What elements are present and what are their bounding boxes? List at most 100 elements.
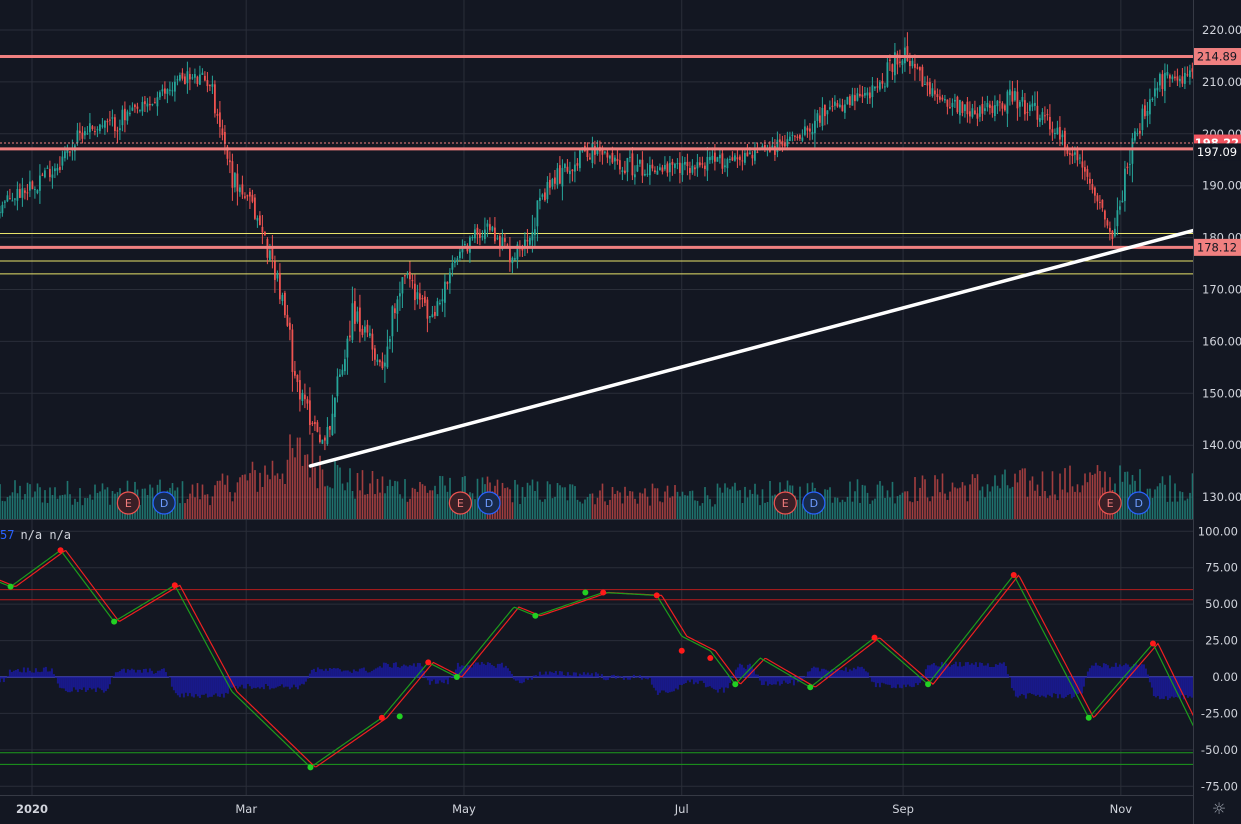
oscillator-histogram-bar xyxy=(488,662,491,677)
candle xyxy=(726,157,729,177)
candle-body xyxy=(949,107,951,109)
candle xyxy=(661,164,664,175)
oscillator-histogram-bar xyxy=(482,663,485,677)
candle xyxy=(1186,66,1189,77)
candle xyxy=(171,82,174,97)
volume-bar xyxy=(221,473,224,519)
oscillator-histogram-bar xyxy=(172,677,175,691)
candle-body xyxy=(114,117,116,132)
oscillator-histogram-bar xyxy=(710,677,713,688)
dividend-marker[interactable]: D xyxy=(802,491,826,515)
volume-bar xyxy=(109,504,111,519)
candle-body xyxy=(189,73,191,80)
oscillator-tick-label: 75.00 xyxy=(1205,561,1238,575)
candle-body xyxy=(116,130,119,132)
candle xyxy=(59,156,61,173)
candle xyxy=(716,156,719,162)
volume-bar xyxy=(684,495,686,519)
volume-bar xyxy=(416,491,419,519)
candle xyxy=(784,134,786,149)
candle xyxy=(686,153,689,176)
dividend-marker[interactable]: D xyxy=(477,491,501,515)
dividend-marker[interactable]: D xyxy=(152,491,176,515)
volume-bar xyxy=(471,493,474,519)
candle xyxy=(524,232,526,257)
candle xyxy=(139,109,141,113)
volume-bar xyxy=(986,484,989,519)
candle-body xyxy=(506,244,509,246)
oscillator-histogram-bar xyxy=(1050,677,1053,698)
dividend-marker[interactable]: D xyxy=(1127,491,1151,515)
oscillator-histogram-bar xyxy=(760,677,763,686)
volume-bar xyxy=(289,434,291,519)
oscillator-histogram-bar xyxy=(22,667,25,677)
volume-bar xyxy=(406,501,409,519)
candle-body xyxy=(1071,153,1074,156)
oscillator-histogram-bar xyxy=(1094,662,1097,677)
oscillator-histogram-bar xyxy=(322,670,325,677)
candle xyxy=(579,148,581,172)
earnings-marker[interactable]: E xyxy=(1098,491,1122,515)
oscillator-histogram-bar xyxy=(1122,665,1125,677)
oscillator-histogram-bar xyxy=(376,667,379,677)
candle xyxy=(1141,104,1144,136)
volume-bar xyxy=(724,483,726,519)
candle-body xyxy=(1019,101,1021,107)
oscillator-histogram-bar xyxy=(736,667,739,677)
oscillator-histogram-bar xyxy=(330,668,333,677)
earnings-marker[interactable]: E xyxy=(116,491,140,515)
candle-body xyxy=(871,85,874,98)
oscillator-histogram-bar xyxy=(1110,666,1113,677)
earnings-marker[interactable]: E xyxy=(773,491,797,515)
candle xyxy=(339,369,341,377)
settings-icon[interactable]: ☼ xyxy=(1211,799,1227,818)
candle xyxy=(606,148,609,164)
volume-bar xyxy=(209,505,211,519)
candle-body xyxy=(1004,105,1006,111)
oscillator-histogram-bar xyxy=(698,677,701,681)
volume-bar xyxy=(404,479,406,519)
candle xyxy=(719,150,721,164)
volume-bar xyxy=(891,481,894,519)
oscillator-histogram-bar xyxy=(40,671,43,677)
oscillator-histogram-bar xyxy=(932,662,935,677)
oscillator-histogram-bar xyxy=(442,677,445,684)
volume-bar xyxy=(54,487,56,519)
oscillator-histogram-bar xyxy=(58,677,61,688)
candle-body xyxy=(1044,115,1046,117)
oscillator-histogram-bar xyxy=(664,677,667,693)
candle xyxy=(631,146,634,181)
candle-body xyxy=(749,152,751,155)
volume-bar xyxy=(981,486,984,519)
volume-bar xyxy=(176,487,179,519)
candle-body xyxy=(861,94,864,97)
oscillator-histogram-bar xyxy=(290,677,293,688)
candle xyxy=(461,239,464,259)
candle xyxy=(679,152,681,184)
volume-bar xyxy=(656,488,659,519)
volume-bar xyxy=(661,502,664,519)
candle-body xyxy=(739,156,741,161)
candle-body xyxy=(784,143,786,147)
candle-body xyxy=(634,174,636,178)
volume-bar xyxy=(606,504,609,519)
oscillator-histogram-bar xyxy=(454,669,457,677)
volume-bar xyxy=(539,499,541,519)
volume-bar xyxy=(884,497,886,519)
candle-body xyxy=(219,112,221,127)
oscillator-histogram-bar xyxy=(342,670,345,677)
candle xyxy=(119,119,121,140)
candle xyxy=(419,282,421,309)
candle-body xyxy=(559,165,561,184)
earnings-marker[interactable]: E xyxy=(448,491,472,515)
oscillator-histogram-bar xyxy=(122,668,125,677)
candle-body xyxy=(156,97,159,107)
volume-bar xyxy=(846,496,849,519)
candle-body xyxy=(879,82,881,90)
oscillator-histogram-bar xyxy=(564,675,567,677)
candle-body xyxy=(884,86,886,88)
oscillator-histogram-bar xyxy=(634,677,637,678)
candle-body xyxy=(204,75,206,81)
